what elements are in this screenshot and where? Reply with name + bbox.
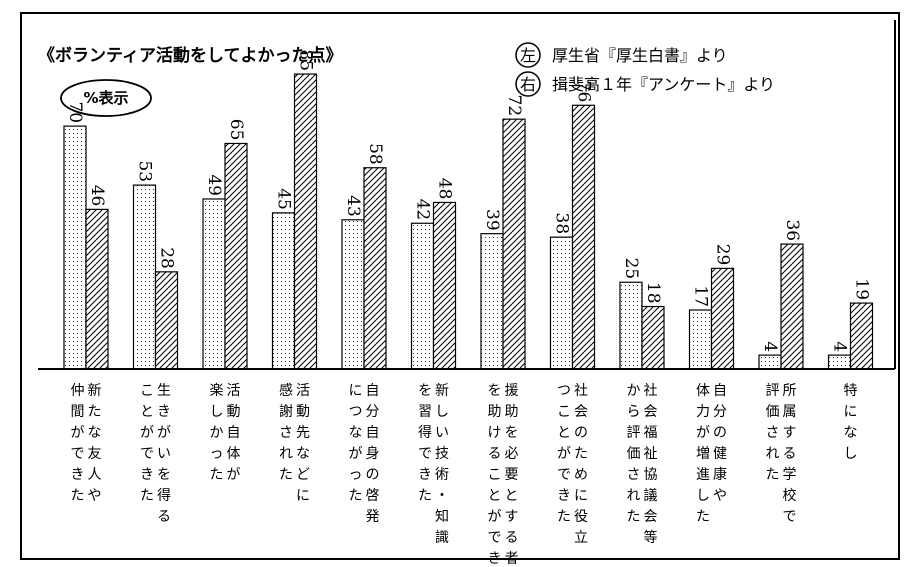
bar-left — [758, 354, 782, 370]
category-label-line: 仲間ができた — [71, 383, 85, 504]
bar-right — [780, 243, 804, 370]
bar-right — [432, 201, 457, 370]
category-label-line: を助けることができた — [488, 383, 502, 567]
category-label-line: 自分自身の啓発 — [366, 383, 380, 525]
value-label: 4 — [760, 341, 780, 352]
bar-left — [63, 125, 87, 370]
category-label-line: 援助を必要とする者 — [505, 383, 519, 567]
legend-marker-right-circle — [515, 71, 541, 97]
value-label: 65 — [226, 119, 246, 141]
bar-right — [571, 104, 596, 370]
category-label-line: 自分の健康や — [713, 383, 727, 504]
bar-left — [549, 236, 574, 370]
category-label-line: から評価された — [627, 383, 641, 525]
category-label-line: 体力が増進した — [696, 383, 710, 525]
bar-left — [410, 222, 435, 370]
value-label: 25 — [621, 258, 641, 280]
value-label: 4 — [830, 341, 850, 352]
percent-badge-outline — [60, 79, 152, 117]
legend-marker-right: 右 — [520, 75, 536, 94]
category-label: 援助を必要とする者を助けることができた — [488, 383, 519, 567]
bar-right — [363, 167, 387, 370]
category-label-line: ことができた — [140, 383, 154, 504]
chart-frame — [20, 12, 900, 560]
value-label: 36 — [782, 219, 802, 241]
bar-left — [271, 212, 296, 370]
bar-left — [480, 233, 504, 370]
category-label: 特になし — [844, 383, 858, 462]
category-label-line: 感謝された — [279, 382, 293, 483]
category-label-line: につながった — [349, 383, 363, 504]
bar-left — [688, 309, 713, 370]
value-label: 76 — [574, 81, 594, 103]
value-label: 42 — [413, 199, 433, 221]
bar-right — [641, 305, 665, 370]
value-label: 43 — [343, 195, 363, 217]
value-label: 39 — [482, 209, 502, 231]
bar-right — [85, 208, 109, 370]
category-label-line: 社会のために役立 — [574, 383, 588, 546]
value-label: 18 — [643, 282, 663, 304]
value-label: 19 — [852, 278, 872, 300]
value-label: 72 — [504, 95, 524, 117]
category-label-line: を習得できた — [418, 383, 432, 504]
bar-left — [132, 184, 157, 370]
bar-left — [827, 354, 852, 370]
value-label: 53 — [135, 160, 155, 182]
category-label-line: 生きがいを得る — [157, 383, 171, 525]
bar-left — [341, 219, 365, 370]
value-label: 28 — [157, 247, 177, 269]
legend-text-left: 厚生省『厚生白書』より — [552, 46, 728, 65]
bar-right — [502, 118, 526, 370]
category-label-line: 新たな友人や — [88, 383, 102, 504]
percent-badge: %表示 — [83, 89, 128, 107]
category-label-line: 社会福祉協議会等 — [644, 383, 658, 546]
value-label: 45 — [274, 188, 294, 210]
bars-layer — [63, 73, 874, 370]
bar-right — [154, 271, 179, 370]
value-label: 29 — [713, 244, 733, 266]
category-label-line: 特になし — [844, 383, 858, 462]
bar-left — [202, 198, 226, 370]
category-label-line: 活動先などに — [296, 383, 310, 504]
value-label: 49 — [204, 174, 224, 196]
value-label: 46 — [87, 185, 107, 207]
bar-right — [710, 267, 735, 370]
category-label-line: つことができた — [557, 383, 571, 525]
value-label: 38 — [552, 212, 572, 234]
bar-right — [849, 302, 874, 370]
legend-marker-left-circle — [515, 42, 541, 68]
bar-right — [224, 142, 248, 370]
category-label-line: 評価された — [766, 383, 780, 483]
chart-title: 《ボランティア活動をしてよかった点》 — [38, 45, 342, 66]
legend: 左 厚生省『厚生白書』より 右 揖斐高１年『アンケート』より — [515, 42, 775, 97]
bar-right — [293, 73, 318, 370]
category-label-line: 所属する学校で — [783, 383, 797, 525]
category-label-line: 新しい技術・知識 — [435, 383, 449, 546]
value-label: 17 — [691, 285, 711, 307]
value-label: 48 — [435, 178, 455, 200]
bar-left — [619, 281, 643, 370]
value-label: 85 — [296, 49, 316, 71]
value-label: 58 — [365, 143, 385, 165]
category-label-line: 楽しかった — [210, 383, 224, 483]
category-label-line: 活動自体が — [227, 383, 241, 483]
legend-text-right: 揖斐高１年『アンケート』より — [552, 75, 775, 94]
value-label: 70 — [65, 101, 85, 123]
legend-marker-left: 左 — [520, 46, 536, 65]
